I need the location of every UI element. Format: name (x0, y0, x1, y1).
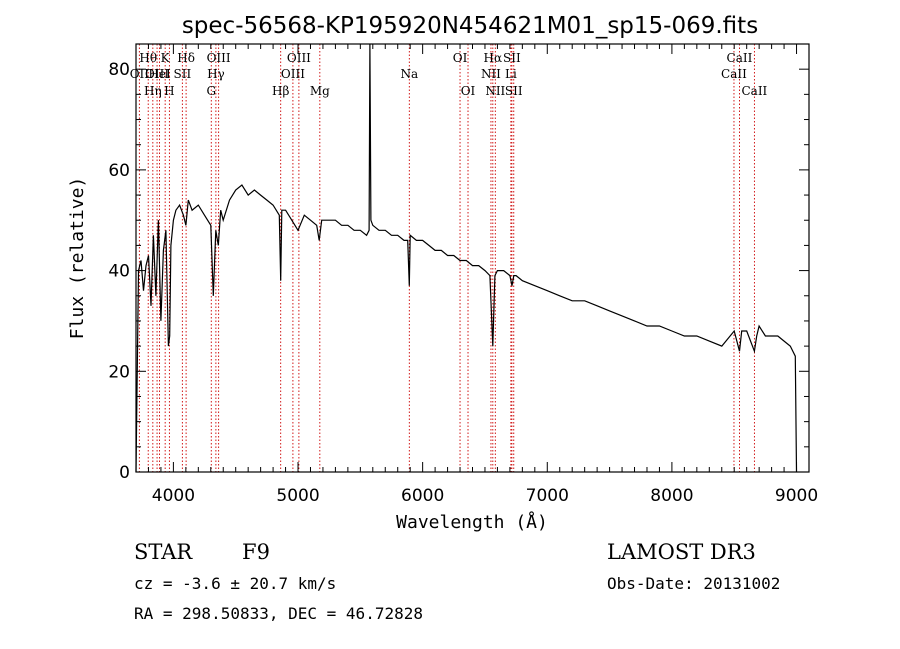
observation-date: Obs-Date: 20131002 (607, 574, 780, 593)
line-marker-label: Hγ (207, 67, 225, 81)
line-marker-label: Hδ (177, 51, 195, 65)
line-marker-label: Mg (310, 84, 330, 98)
y-tick-label: 40 (108, 262, 130, 282)
survey-name: LAMOST DR3 (607, 540, 756, 564)
x-axis-label: Wavelength (Å) (396, 511, 548, 533)
line-marker-label: SII (505, 84, 523, 98)
line-marker-label: OII (130, 67, 150, 81)
line-marker-label: SII (503, 51, 521, 65)
line-marker-label: NII (481, 67, 501, 81)
line-marker-label: OIII (287, 51, 311, 65)
y-tick-label: 60 (108, 161, 130, 181)
line-marker-label: OIII (145, 67, 169, 81)
line-marker-label: Hβ (272, 84, 289, 98)
object-subclass: F9 (242, 540, 270, 564)
y-axis-ticks: 0 20 40 60 80 (108, 43, 809, 483)
line-marker-label: G (206, 84, 216, 98)
y-tick-label: 80 (108, 60, 130, 80)
x-tick-label: 5000 (276, 486, 319, 506)
sky-coordinates: RA = 298.50833, DEC = 46.72828 (134, 604, 423, 623)
x-tick-label: 4000 (152, 486, 195, 506)
line-marker-label: HeI (148, 67, 171, 81)
x-tick-label: 9000 (775, 486, 818, 506)
x-tick-label: 6000 (401, 486, 444, 506)
line-marker-labels: OIIHθHηOIIIHeIKHSIIHδGHγOIIIHβOIIIOIIIMg… (130, 51, 768, 98)
line-marker-label: OIII (207, 51, 231, 65)
line-marker-label: Hθ (139, 51, 157, 65)
x-axis-ticks: 4000 5000 6000 7000 8000 9000 (135, 44, 818, 506)
line-markers (138, 44, 755, 472)
line-marker-label: K (161, 51, 171, 65)
spectrum-line (135, 43, 798, 473)
line-marker-label: OI (461, 84, 476, 98)
line-marker-label: Hη (144, 84, 162, 98)
object-class: STAR (134, 540, 193, 564)
x-tick-label: 7000 (526, 486, 569, 506)
chart-title: spec-56568-KP195920N454621M01_sp15-069.f… (182, 13, 758, 39)
y-axis-label: Flux (relative) (67, 177, 88, 340)
line-marker-label: SII (174, 67, 192, 81)
redshift-value: cz = -3.6 ± 20.7 km/s (134, 574, 336, 593)
line-marker-label: Na (400, 67, 418, 81)
x-tick-label: 8000 (650, 486, 693, 506)
line-marker-label: H (164, 84, 174, 98)
plot-frame (135, 43, 810, 473)
line-marker-label: CaII (721, 67, 747, 81)
y-tick-label: 20 (108, 362, 130, 382)
line-marker-label: NII (485, 84, 505, 98)
line-marker-label: Li (505, 67, 517, 81)
line-marker-label: OI (453, 51, 468, 65)
line-marker-label: CaII (727, 51, 753, 65)
line-marker-label: CaII (741, 84, 767, 98)
y-tick-label: 0 (119, 463, 130, 483)
line-marker-label: Hα (484, 51, 503, 65)
line-marker-label: OIII (281, 67, 305, 81)
